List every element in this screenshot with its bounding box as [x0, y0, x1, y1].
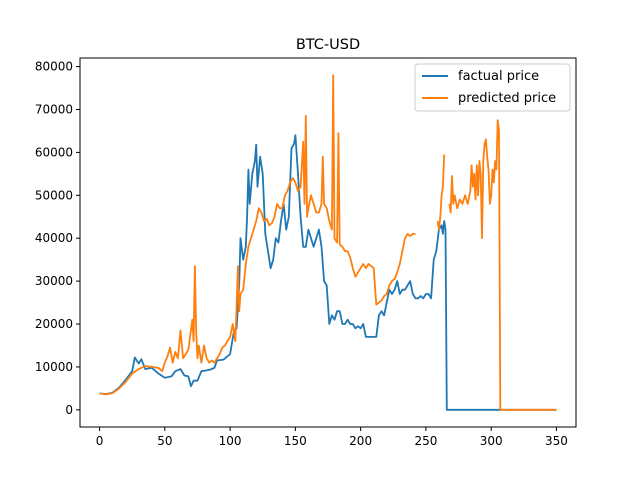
y-tick-label: 50000: [35, 188, 73, 202]
x-tick-label: 350: [545, 434, 568, 448]
x-tick-label: 100: [219, 434, 242, 448]
series-layer: [99, 74, 557, 411]
legend: factual price predicted price: [414, 63, 571, 112]
x-tick-label: 300: [480, 434, 503, 448]
legend-box: [414, 63, 571, 112]
x-tick-label: 50: [157, 434, 172, 448]
chart-title: BTC-USD: [296, 37, 360, 53]
y-tick-label: 80000: [35, 60, 73, 74]
legend-label-predicted-price: predicted price: [458, 91, 556, 106]
legend-label-factual-price: factual price: [458, 69, 539, 84]
axes-frame: [79, 57, 577, 428]
x-tick-label: 0: [96, 434, 104, 448]
y-tick-label: 20000: [35, 317, 73, 331]
plot-area: 0 50 100 150 200 250 300 350 0 10000 20000 30000 40…: [35, 57, 577, 448]
y-tick-label: 40000: [35, 231, 73, 245]
series-line-factual-price: [99, 134, 557, 411]
y-tick-label: 0: [65, 403, 73, 417]
series-line-predicted-price: [99, 74, 557, 411]
x-tick-label: 250: [414, 434, 437, 448]
x-axis: 0 50 100 150 200 250 300 350: [96, 427, 568, 448]
y-tick-label: 60000: [35, 145, 73, 159]
y-axis: 0 10000 20000 30000 40000 50000 60000 70000 8000…: [35, 60, 80, 417]
y-tick-label: 10000: [35, 360, 73, 374]
x-tick-label: 200: [349, 434, 372, 448]
y-tick-label: 70000: [35, 102, 73, 116]
y-tick-label: 30000: [35, 274, 73, 288]
x-tick-label: 150: [284, 434, 307, 448]
